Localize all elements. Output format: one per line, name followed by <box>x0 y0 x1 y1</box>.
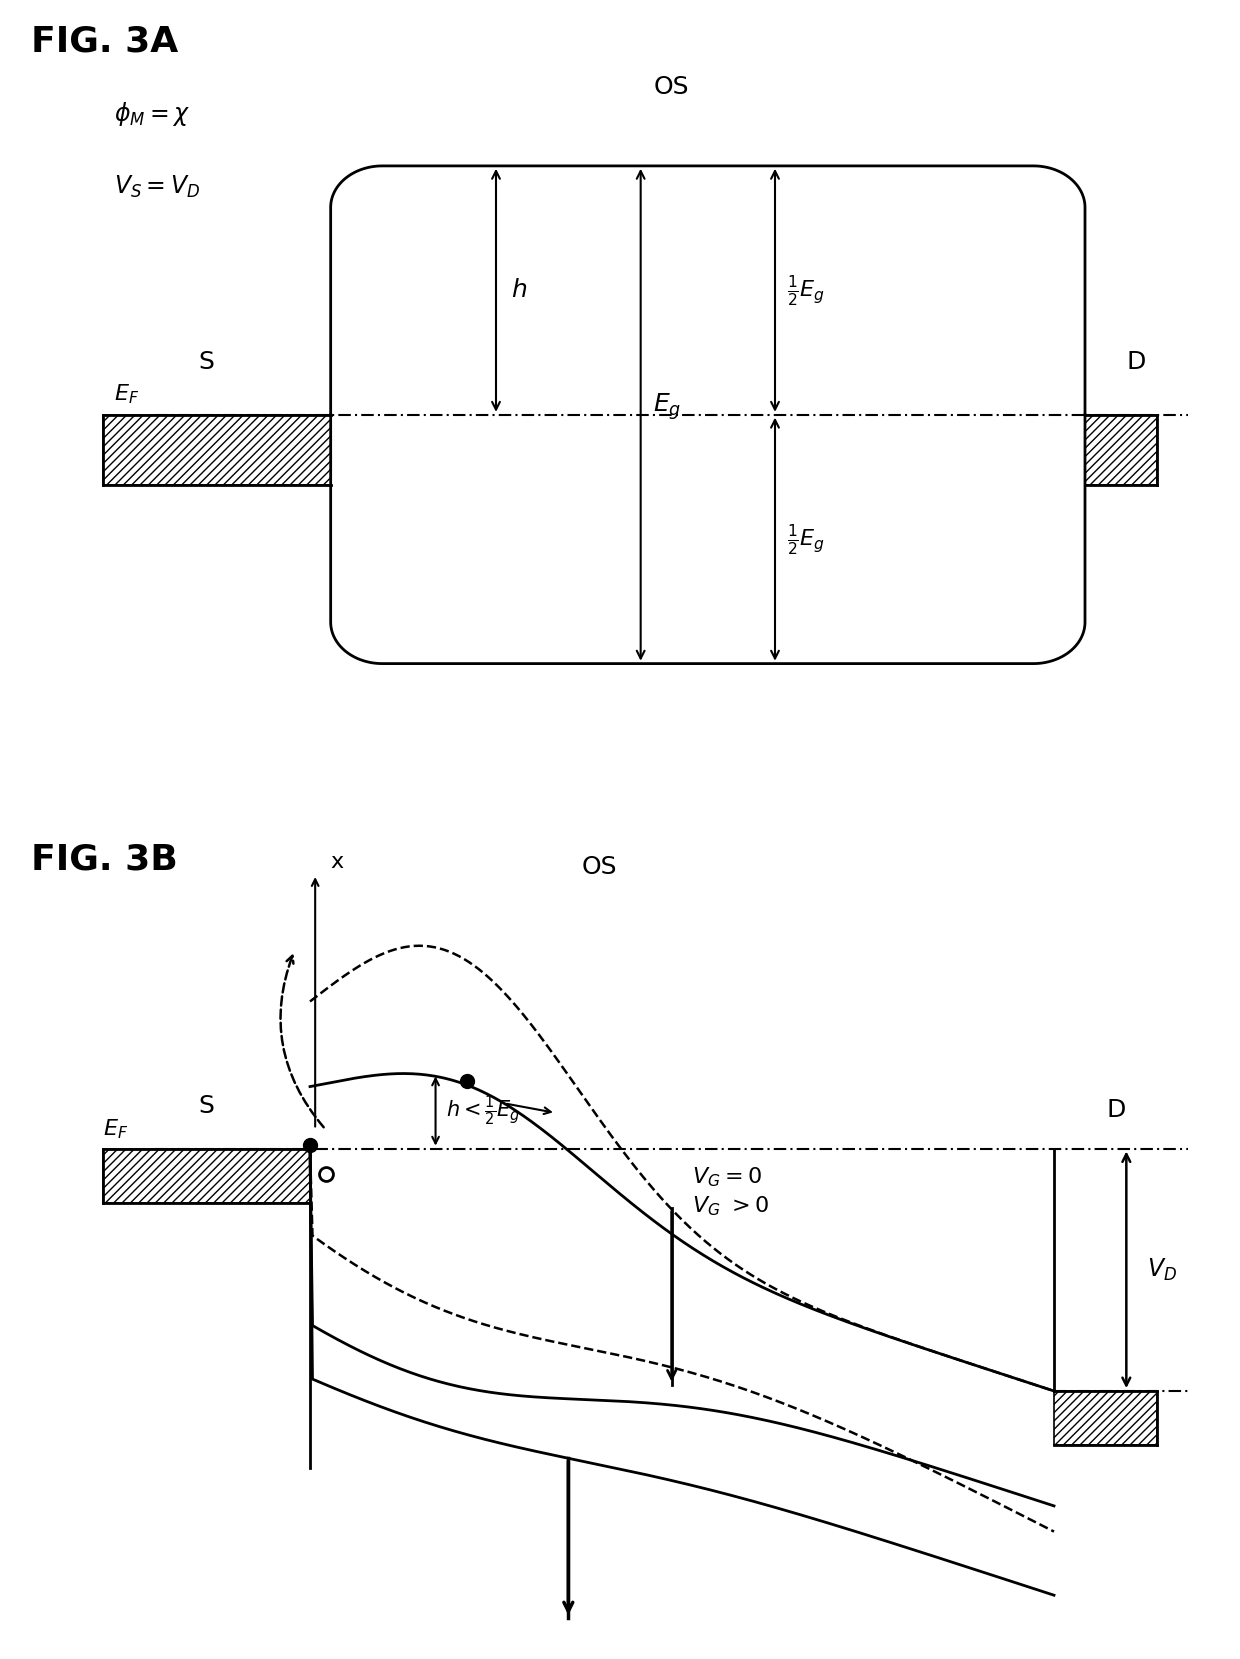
Text: x: x <box>331 851 343 871</box>
Bar <box>103 415 331 484</box>
Text: S: S <box>198 350 215 375</box>
Bar <box>1085 415 1157 484</box>
Text: OS: OS <box>653 75 689 98</box>
Text: h: h <box>511 279 527 302</box>
Text: $\frac{1}{2}E_g$: $\frac{1}{2}E_g$ <box>787 521 826 557</box>
Text: OS: OS <box>582 854 618 879</box>
Text: $h < \frac{1}{2}E_g$: $h < \frac{1}{2}E_g$ <box>446 1093 521 1128</box>
Text: $V_G = 0$: $V_G = 0$ <box>692 1166 763 1190</box>
Bar <box>1054 1390 1157 1445</box>
Text: $V_S = V_D$: $V_S = V_D$ <box>114 174 200 201</box>
Bar <box>103 1148 310 1203</box>
Text: $V_D$: $V_D$ <box>1147 1256 1177 1282</box>
Text: $\phi_M = \chi$: $\phi_M = \chi$ <box>114 100 190 128</box>
Text: FIG. 3B: FIG. 3B <box>31 843 177 876</box>
Text: D: D <box>1127 350 1146 375</box>
Text: D: D <box>1106 1098 1126 1121</box>
Text: $\frac{1}{2}E_g$: $\frac{1}{2}E_g$ <box>787 272 826 309</box>
Text: $E_g$: $E_g$ <box>653 392 681 421</box>
Text: $E_F$: $E_F$ <box>103 1118 129 1141</box>
Text: S: S <box>198 1095 215 1118</box>
Text: $E_F$: $E_F$ <box>114 382 139 406</box>
Text: FIG. 3A: FIG. 3A <box>31 25 179 58</box>
Text: $V_G\ >0$: $V_G\ >0$ <box>692 1194 770 1218</box>
